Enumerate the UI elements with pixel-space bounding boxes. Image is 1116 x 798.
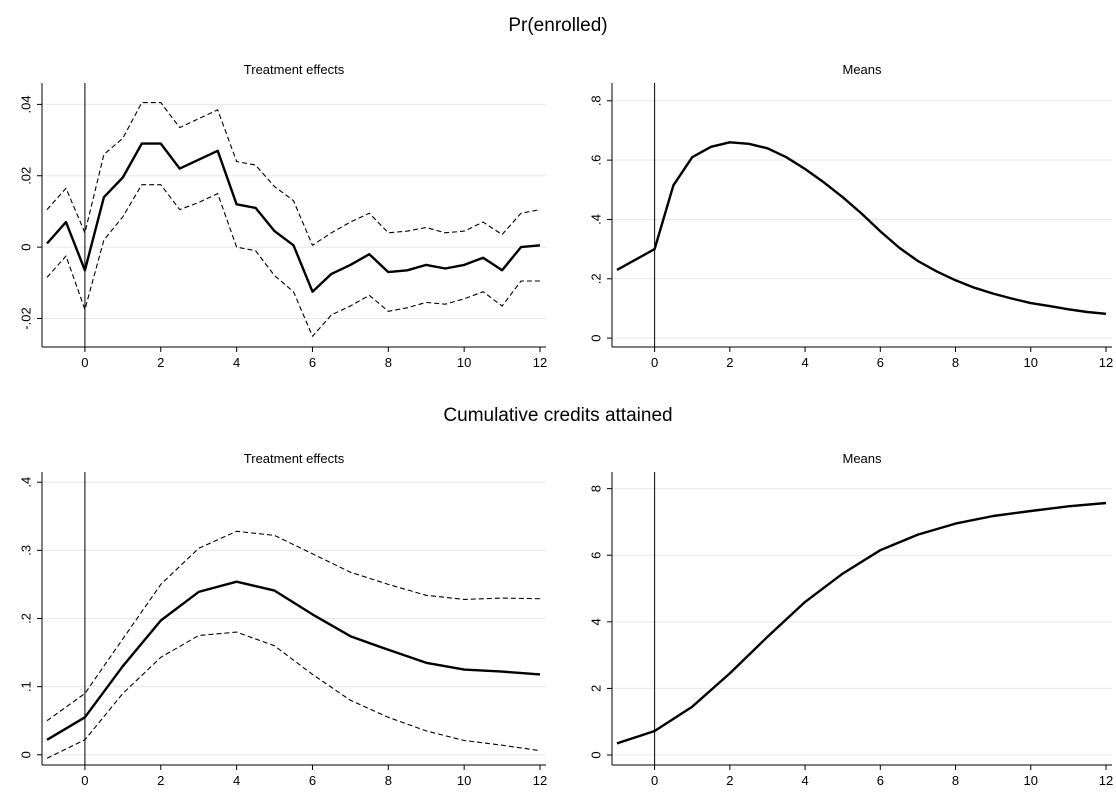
estimate-line xyxy=(46,580,541,741)
x-tick-label: 10 xyxy=(457,773,471,788)
ci-upper-line xyxy=(46,102,541,246)
gridlines xyxy=(43,103,546,319)
x-tick-label: 6 xyxy=(309,355,316,370)
x-tick-label: 6 xyxy=(309,773,316,788)
x-tick-label: 12 xyxy=(533,355,547,370)
group-title-enrolled: Pr(enrolled) xyxy=(508,15,607,36)
y-tick-label: .4 xyxy=(18,477,33,488)
x-tick-label: 8 xyxy=(952,773,959,788)
panel-credits-treatment: Treatment effects 0 .1 .2 .3 .4 0 2 4 6 8 10 12 xyxy=(18,451,547,788)
panel-enrolled-means: Means 0 .2 .4 .6 .8 0 2 4 6 8 10 12 xyxy=(588,62,1113,370)
y-tick-label: .3 xyxy=(18,545,33,556)
x-tick-label: 6 xyxy=(877,773,884,788)
ci-lower-line xyxy=(46,631,541,759)
ci-lower-line xyxy=(46,184,540,337)
panel-enrolled-treatment: Treatment effects -.02 0 .02 .04 0 2 4 6 8 10 12 xyxy=(18,62,547,370)
panel-title: Treatment effects xyxy=(244,62,345,77)
y-tick-label: 0 xyxy=(18,243,33,250)
panel-title: Means xyxy=(842,451,882,466)
x-tick-label: 6 xyxy=(877,355,884,370)
mean-line xyxy=(616,141,1107,315)
panel-credits-means: Means 0 2 4 6 8 0 2 4 6 8 10 12 xyxy=(588,451,1113,788)
y-tick-label: .8 xyxy=(588,95,603,106)
x-tick-label: 0 xyxy=(81,355,88,370)
y-tick-label: .1 xyxy=(18,681,33,692)
y-tick-label: 8 xyxy=(588,485,603,492)
x-tick-label: 2 xyxy=(157,355,164,370)
group-title-credits: Cumulative credits attained xyxy=(443,405,672,426)
y-tick-label: .02 xyxy=(18,167,33,185)
y-tick-label: 6 xyxy=(588,552,603,559)
y-tick-label: 0 xyxy=(18,751,33,758)
y-tick-label: .2 xyxy=(18,613,33,624)
x-tick-label: 2 xyxy=(157,773,164,788)
x-tick-label: 0 xyxy=(651,355,658,370)
x-tick-label: 12 xyxy=(1099,355,1113,370)
gridlines xyxy=(43,481,546,756)
panel-title: Means xyxy=(842,62,882,77)
x-tick-label: 10 xyxy=(1024,355,1038,370)
x-tick-label: 0 xyxy=(81,773,88,788)
x-tick-label: 2 xyxy=(726,773,733,788)
x-tick-label: 4 xyxy=(233,355,240,370)
panel-title: Treatment effects xyxy=(244,451,345,466)
y-tick-label: -.02 xyxy=(18,307,33,329)
y-tick-label: 0 xyxy=(588,334,603,341)
y-tick-label: .2 xyxy=(588,273,603,284)
x-tick-label: 4 xyxy=(801,773,808,788)
x-tick-label: 8 xyxy=(952,355,959,370)
x-tick-label: 2 xyxy=(726,355,733,370)
x-tick-label: 10 xyxy=(1024,773,1038,788)
y-tick-label: .04 xyxy=(18,95,33,113)
x-tick-label: 0 xyxy=(651,773,658,788)
mean-line xyxy=(616,501,1107,745)
x-tick-label: 4 xyxy=(801,355,808,370)
y-tick-label: .4 xyxy=(588,214,603,225)
x-tick-label: 8 xyxy=(385,355,392,370)
x-tick-label: 12 xyxy=(1099,773,1113,788)
gridlines xyxy=(613,488,1112,756)
x-tick-label: 8 xyxy=(385,773,392,788)
estimate-line xyxy=(46,142,541,293)
gridlines xyxy=(613,100,1112,339)
x-tick-label: 10 xyxy=(457,355,471,370)
y-tick-label: 4 xyxy=(588,618,603,625)
y-tick-label: 2 xyxy=(588,685,603,692)
x-tick-label: 4 xyxy=(233,773,240,788)
y-tick-label: .6 xyxy=(588,155,603,166)
y-tick-label: 0 xyxy=(588,751,603,758)
ci-upper-line xyxy=(46,530,541,722)
x-tick-label: 12 xyxy=(533,773,547,788)
